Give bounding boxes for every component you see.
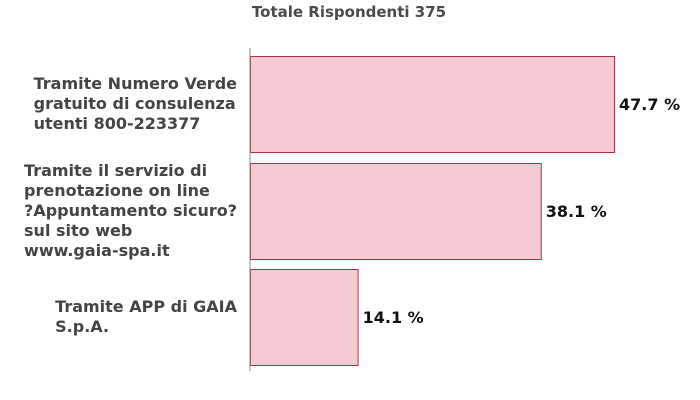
value-label-3: 14.1 % — [363, 308, 424, 327]
value-labels: 47.7 % 38.1 % 14.1 % — [363, 95, 680, 327]
category-label-line: www.gaia-spa.it — [24, 241, 170, 260]
chart-title: Totale Rispondenti 375 — [252, 3, 446, 21]
category-label-3: Tramite APP di GAIA S.p.A. — [55, 297, 237, 336]
category-label-line: Tramite il servizio di — [24, 161, 207, 180]
category-label-line: utenti 800-223377 — [34, 114, 201, 133]
category-label-line: ?Appuntamento sicuro? — [24, 201, 237, 220]
category-label-line: sul sito web — [24, 221, 132, 240]
category-label-2: Tramite il servizio di prenotazione on li… — [24, 161, 237, 260]
bar-1 — [250, 56, 616, 153]
category-label-line: Tramite Numero Verde — [34, 74, 238, 93]
value-label-1: 47.7 % — [619, 95, 680, 114]
category-label-line: gratuito di consulenza — [34, 94, 236, 113]
category-labels: Tramite Numero Verde gratuito di consulen… — [24, 74, 238, 336]
category-label-line: prenotazione on line — [24, 181, 210, 200]
value-label-2: 38.1 % — [546, 202, 607, 221]
category-label-line: S.p.A. — [55, 317, 109, 336]
bars-layer — [250, 56, 616, 366]
category-label-1: Tramite Numero Verde gratuito di consulen… — [34, 74, 238, 133]
category-label-line: Tramite APP di GAIA — [55, 297, 237, 316]
bar-3 — [250, 269, 359, 366]
bar-2 — [250, 163, 542, 260]
